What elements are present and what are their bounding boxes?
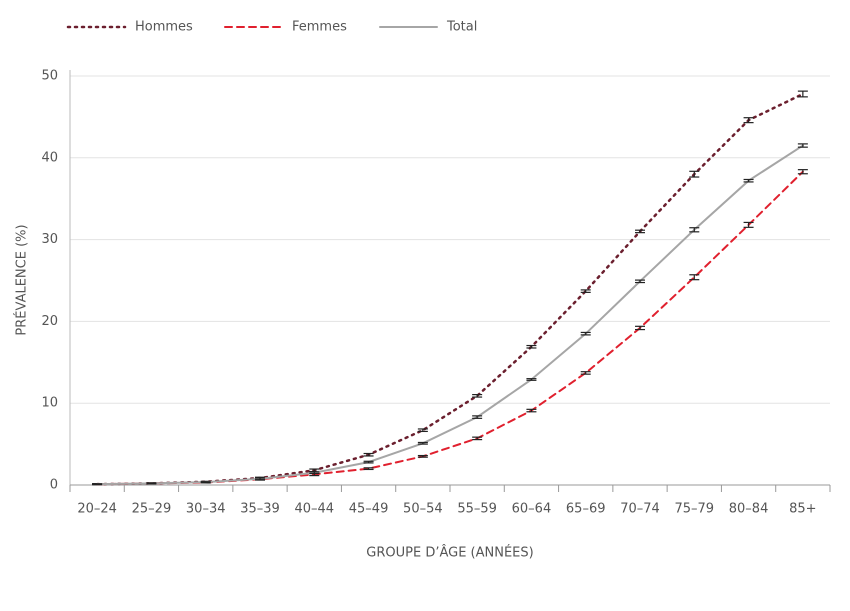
series-line [96, 170, 804, 486]
x-tick-label: 65–69 [566, 502, 606, 517]
x-tick-label: 60–64 [512, 502, 552, 517]
x-axis-label: GROUPE D’ÂGE (ANNÉES) [366, 545, 533, 561]
error-bar [472, 394, 483, 398]
error-bar [580, 331, 591, 336]
x-tick-label: 55–59 [457, 502, 497, 517]
x-tick-label: 75–79 [674, 502, 714, 517]
legend-label: Hommes [135, 20, 193, 35]
y-tick-label: 30 [41, 232, 58, 247]
x-tick-label: 50–54 [403, 502, 443, 517]
error-bar [526, 378, 537, 381]
y-tick-label: 50 [41, 69, 58, 84]
x-tick-label: 30–34 [186, 502, 226, 517]
x-tick-label: 25–29 [132, 502, 172, 517]
y-tick-label: 40 [41, 150, 58, 165]
error-bar [417, 454, 428, 458]
x-tick-label: 70–74 [620, 502, 660, 517]
error-bar [689, 227, 700, 233]
error-bar [580, 289, 591, 293]
x-tick-label: 20–24 [77, 502, 117, 517]
error-bar [635, 279, 645, 284]
y-tick-label: 0 [50, 478, 58, 493]
error-bar [363, 452, 374, 457]
error-bar [472, 415, 483, 419]
error-bar [580, 371, 591, 375]
error-bar [363, 467, 374, 471]
error-bar [255, 477, 265, 481]
error-bar [689, 170, 700, 178]
error-bar [417, 428, 428, 433]
error-bar [635, 325, 645, 331]
error-bar [417, 441, 428, 445]
x-tick-label: 35–39 [240, 502, 280, 517]
error-bar [363, 460, 374, 464]
series-line [95, 92, 805, 486]
error-bar [743, 221, 754, 228]
error-bar [92, 483, 103, 486]
error-bar [797, 169, 808, 175]
error-bar [743, 178, 754, 183]
error-bar [743, 117, 754, 124]
error-bar [689, 274, 700, 281]
y-tick-label: 20 [41, 314, 58, 329]
y-axis-label: PRÉVALENCE (%) [14, 224, 30, 335]
series-line [96, 144, 804, 486]
error-bar [309, 471, 320, 475]
x-tick-label: 40–44 [294, 502, 334, 517]
error-bar [526, 408, 537, 413]
x-tick-label: 80–84 [729, 502, 769, 517]
y-tick-label: 10 [41, 396, 58, 411]
error-bar [635, 229, 645, 234]
error-bar [526, 344, 537, 349]
error-bar [146, 482, 157, 485]
error-bar [472, 436, 483, 441]
x-tick-label: 45–49 [349, 502, 389, 517]
error-bar [200, 481, 211, 484]
legend-label: Total [446, 20, 477, 35]
x-tick-label: 85+ [789, 502, 816, 517]
error-bar [797, 90, 808, 98]
error-bar [797, 143, 808, 148]
legend-label: Femmes [292, 20, 347, 35]
